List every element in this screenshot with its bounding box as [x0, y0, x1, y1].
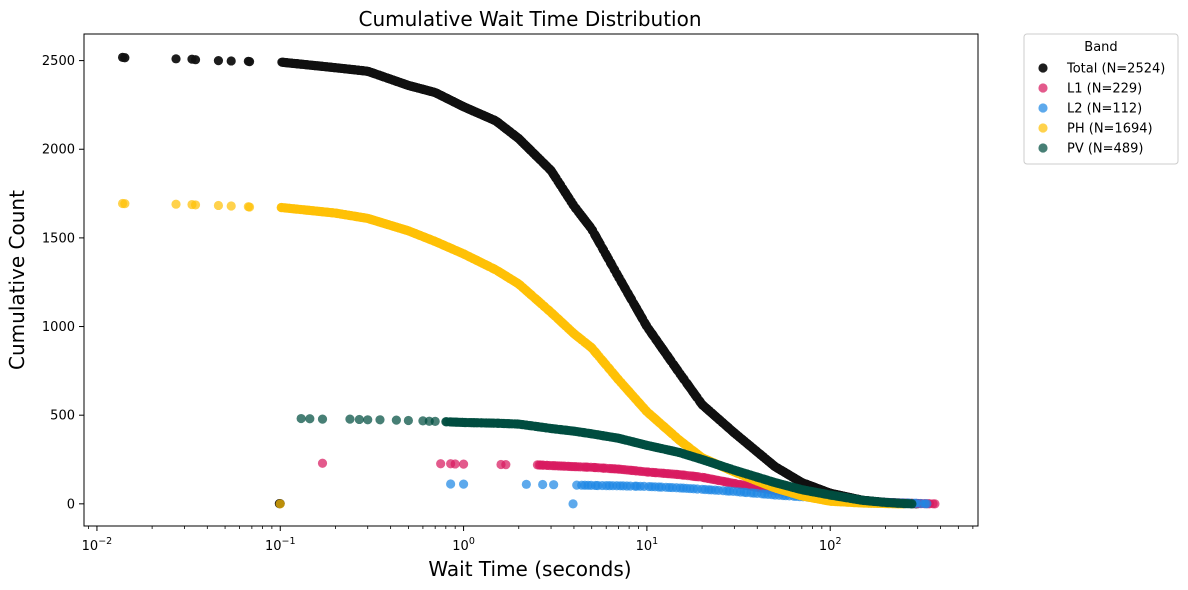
- legend-box: [1023, 33, 1179, 165]
- data-point: [317, 458, 328, 468]
- data-point: [375, 415, 385, 425]
- data-point: [226, 201, 236, 211]
- y-tick-label: 2500: [42, 54, 75, 69]
- data-point: [930, 499, 940, 509]
- data-point: [190, 200, 201, 210]
- x-tick-label: 10−2: [82, 536, 113, 554]
- data-point: [190, 55, 201, 65]
- data-point: [450, 459, 460, 469]
- data-point: [501, 460, 511, 470]
- data-point: [458, 459, 469, 469]
- data-point: [317, 414, 328, 424]
- plot-frame: [83, 33, 979, 527]
- y-tick-label: 500: [50, 409, 75, 424]
- legend-label: PH (N=1694): [1067, 122, 1153, 137]
- data-point: [907, 499, 917, 509]
- data-point: [430, 416, 440, 426]
- plot-area: [84, 34, 978, 526]
- data-point: [521, 479, 531, 489]
- data-point: [275, 499, 285, 509]
- data-point: [171, 54, 181, 64]
- data-point: [549, 480, 559, 490]
- data-point: [213, 55, 224, 66]
- legend-label: L1 (N=229): [1067, 82, 1142, 97]
- data-point: [354, 414, 364, 425]
- data-point: [213, 200, 224, 211]
- legend-label: PV (N=489): [1067, 142, 1143, 157]
- legend-marker: [1038, 83, 1048, 93]
- legend-title: Band: [1084, 40, 1117, 55]
- data-point: [363, 415, 373, 425]
- data-point: [120, 199, 130, 209]
- data-point: [120, 53, 130, 63]
- legend-marker: [1038, 63, 1048, 73]
- data-point: [538, 479, 548, 490]
- y-tick-label: 2000: [42, 143, 75, 158]
- data-point: [244, 202, 255, 212]
- y-axis: 0 500 1000 1500 2000 2500: [42, 54, 84, 512]
- data-point: [568, 499, 578, 509]
- data-point: [244, 57, 255, 67]
- data-point: [922, 499, 932, 509]
- chart-title: Cumulative Wait Time Distribution: [359, 7, 702, 31]
- legend: Band Total (N=2524) L1 (N=229) L2 (N=112) P…: [1023, 33, 1179, 165]
- data-point: [391, 415, 401, 425]
- x-axis: 10−2 10−1 100 101 102: [82, 526, 974, 554]
- data-point: [345, 414, 355, 424]
- x-tick-label: 100: [452, 536, 475, 554]
- y-tick-label: 0: [67, 497, 75, 512]
- legend-label: Total (N=2524): [1066, 62, 1165, 77]
- legend-marker: [1038, 123, 1048, 133]
- data-point: [446, 479, 456, 489]
- y-tick-label: 1500: [42, 231, 75, 246]
- legend-label: L2 (N=112): [1067, 102, 1142, 117]
- data-point: [458, 479, 469, 489]
- data-point: [305, 414, 315, 424]
- y-tick-label: 1000: [42, 320, 75, 335]
- y-axis-title: Cumulative Count: [5, 190, 29, 370]
- series-4-points: [296, 413, 917, 509]
- data-point: [436, 459, 446, 469]
- x-axis-title: Wait Time (seconds): [428, 557, 631, 581]
- x-tick-label: 10−1: [265, 536, 296, 554]
- data-point: [403, 415, 413, 426]
- scatter-points: [117, 52, 940, 509]
- x-tick-label: 102: [819, 536, 842, 554]
- legend-marker: [1038, 143, 1048, 153]
- data-point: [171, 199, 181, 209]
- data-point: [226, 56, 236, 66]
- data-point: [296, 413, 306, 424]
- x-tick-label: 101: [636, 536, 659, 554]
- legend-marker: [1038, 103, 1048, 113]
